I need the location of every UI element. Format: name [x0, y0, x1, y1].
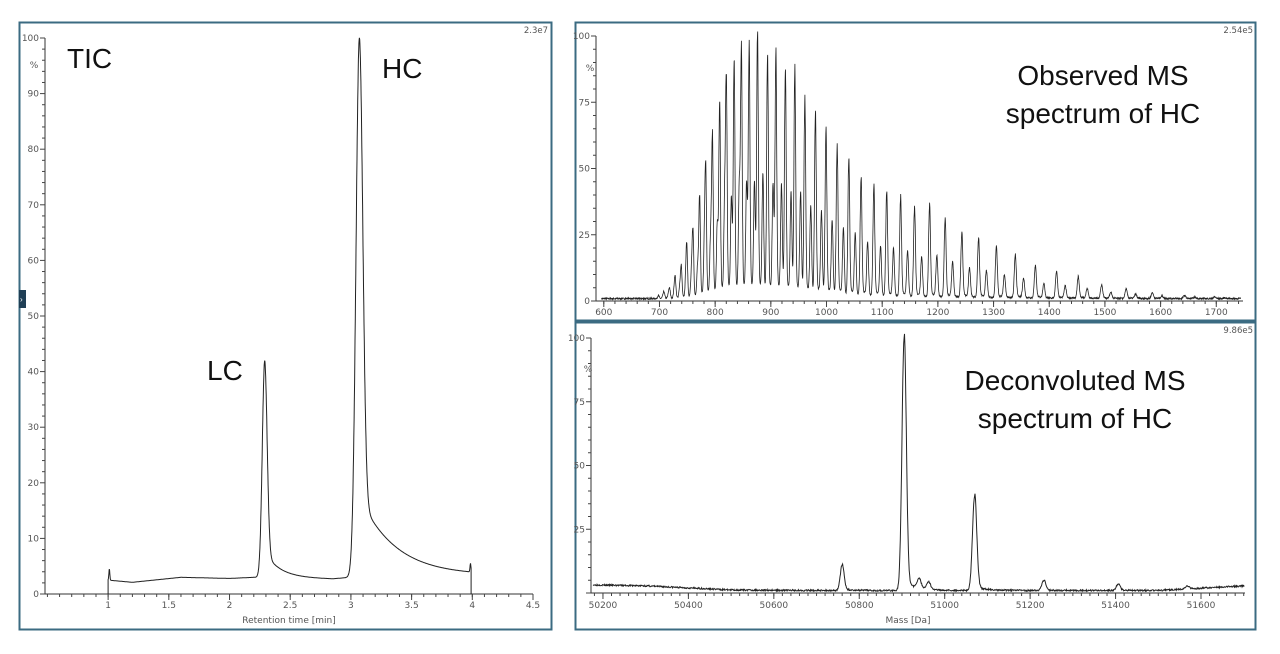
ms-spectrum-trace — [601, 31, 1241, 301]
y-tick-label: 100 — [568, 334, 585, 344]
y-tick-label: 25 — [574, 525, 585, 535]
tic-x-axis-title: Retention time [min] — [242, 616, 335, 626]
chevron-right-icon[interactable]: › — [20, 295, 23, 304]
y-tick-label: 80 — [28, 145, 40, 155]
x-tick-label: 1700 — [1205, 308, 1228, 318]
deconvoluted-spectrum-chart: 25 50 75 100 50200 50400 50600 50800 51000 51200 5… — [568, 333, 1245, 611]
y-tick-label: 75 — [579, 98, 590, 108]
x-tick-label: 51600 — [1187, 601, 1216, 611]
deconv-title-line2: spectrum of HC — [978, 403, 1173, 434]
tic-title: TIC — [67, 43, 112, 74]
x-tick-label: 1100 — [871, 308, 894, 318]
x-tick-label: 900 — [762, 308, 779, 318]
ms-panel-frame — [574, 21, 1257, 322]
collapse-handle-bg[interactable] — [19, 290, 26, 308]
deconvoluted-trace — [592, 333, 1245, 593]
x-tick-label: 50600 — [760, 601, 789, 611]
deconv-title-line1: Deconvoluted MS — [964, 365, 1185, 396]
x-tick-label: 1 — [105, 601, 111, 611]
x-tick-label: 51400 — [1101, 601, 1130, 611]
y-tick-label: 100 — [22, 34, 39, 44]
y-tick-label: 40 — [28, 368, 40, 378]
ms-title-line1: Observed MS — [1017, 60, 1188, 91]
ms-title-line2: spectrum of HC — [1006, 98, 1201, 129]
x-tick-label: 1200 — [926, 308, 949, 318]
x-tick-label: 50400 — [674, 601, 703, 611]
y-tick-label: 70 — [28, 201, 40, 211]
x-tick-label: 2.5 — [283, 601, 297, 611]
tic-chart: 0 10 20 30 40 50 60 70 80 90 100 1 1.5 2 2.5 3 3.5 4 4.5 — [22, 34, 540, 611]
x-tick-label: 1500 — [1093, 308, 1116, 318]
x-tick-label: 50200 — [589, 601, 618, 611]
x-tick-label: 4.5 — [526, 601, 540, 611]
x-tick-label: 51200 — [1016, 601, 1045, 611]
lc-peak-label: LC — [207, 355, 243, 386]
y-tick-label: 30 — [28, 423, 40, 433]
x-tick-label: 800 — [707, 308, 724, 318]
deconv-y-unit: % — [584, 365, 593, 375]
x-tick-label: 700 — [651, 308, 668, 318]
x-tick-label: 3.5 — [404, 601, 418, 611]
ms-spectrum-chart: 0 25 50 75 100 600 700 800 900 1000 1100 1200 1300 14… — [573, 31, 1243, 318]
deconv-x-axis-title: Mass [Da] — [886, 616, 931, 626]
y-tick-label: 50 — [28, 312, 40, 322]
hc-peak-label: HC — [382, 53, 422, 84]
y-tick-label: 10 — [28, 534, 40, 544]
y-tick-label: 0 — [33, 590, 39, 600]
tic-intensity-scale: 2.3e7 — [524, 26, 548, 36]
x-tick-label: 1000 — [815, 308, 838, 318]
x-tick-label: 51000 — [930, 601, 959, 611]
deconv-intensity-scale: 9.86e5 — [1223, 326, 1253, 336]
x-tick-label: 1400 — [1038, 308, 1061, 318]
collapse-handle[interactable]: › — [19, 290, 26, 308]
y-tick-label: 25 — [579, 231, 590, 241]
x-tick-label: 1300 — [982, 308, 1005, 318]
y-tick-label: 75 — [574, 398, 585, 408]
tic-trace — [107, 37, 472, 594]
deconv-panel-frame — [574, 321, 1257, 631]
ms-intensity-scale: 2.54e5 — [1223, 26, 1253, 36]
x-tick-label: 1.5 — [162, 601, 176, 611]
x-tick-label: 3 — [348, 601, 354, 611]
y-tick-label: 50 — [579, 165, 591, 175]
x-tick-label: 50800 — [845, 601, 874, 611]
y-tick-label: 20 — [28, 479, 40, 489]
tic-panel-frame — [18, 21, 553, 631]
tic-y-unit: % — [30, 61, 39, 71]
x-tick-label: 2 — [227, 601, 233, 611]
ms-y-unit: % — [586, 64, 595, 74]
y-tick-label: 100 — [573, 32, 590, 42]
y-tick-label: 90 — [28, 90, 40, 100]
y-tick-label: 0 — [584, 297, 590, 307]
x-tick-label: 4 — [469, 601, 475, 611]
x-tick-label: 1600 — [1149, 308, 1172, 318]
x-tick-label: 600 — [595, 308, 612, 318]
y-tick-label: 50 — [574, 462, 586, 472]
y-tick-label: 60 — [28, 256, 40, 266]
